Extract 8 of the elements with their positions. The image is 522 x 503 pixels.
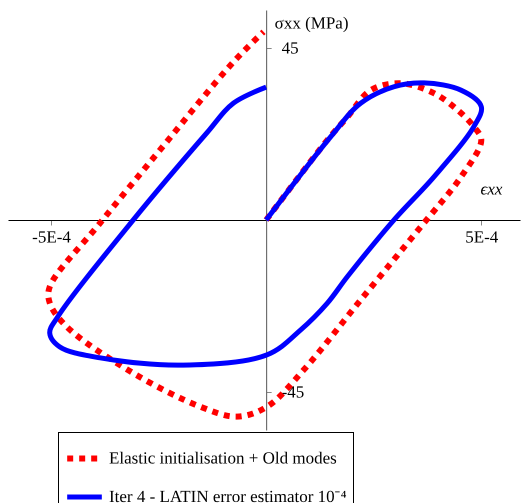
y-tick-label: 45 — [282, 38, 299, 58]
x-tick-label: -5E-4 — [32, 228, 72, 246]
x-axis-title: ϵxx — [480, 180, 503, 198]
y-axis-title: σxx (MPa) — [274, 14, 349, 32]
legend-label: Iter 4 - LATIN error estimator 10⁻⁴ — [109, 487, 347, 503]
x-tick-label: 5E-4 — [465, 228, 499, 246]
legend-label: Elastic initialisation + Old modes — [109, 448, 337, 468]
y-tick-label: -45 — [282, 382, 304, 402]
